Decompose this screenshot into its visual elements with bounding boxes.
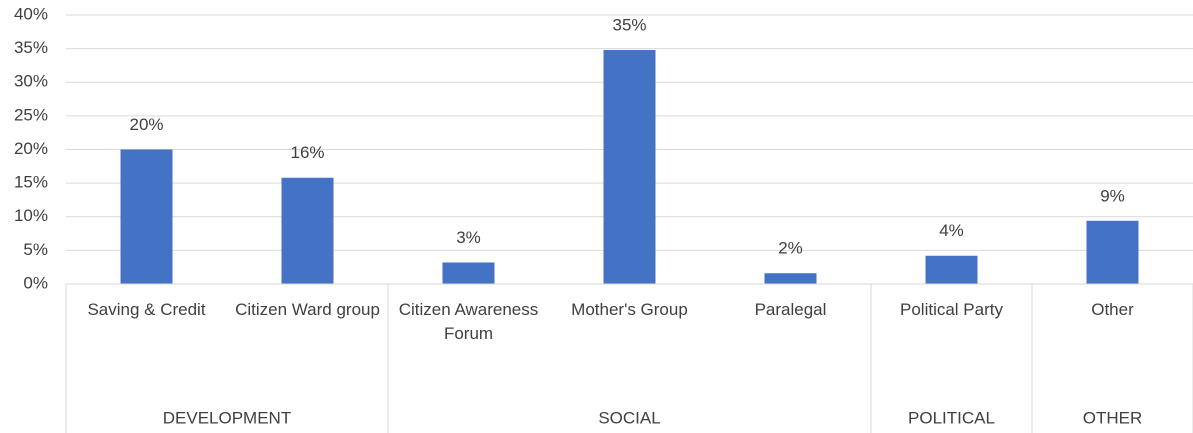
x-tick-label: Citizen Ward group — [235, 300, 380, 319]
data-label: 35% — [612, 15, 646, 34]
y-tick-label: 20% — [14, 139, 48, 158]
data-label: 2% — [778, 239, 803, 258]
x-tick-label: Paralegal — [754, 300, 827, 319]
y-tick-label: 0% — [23, 273, 48, 292]
y-tick-label: 10% — [14, 206, 48, 225]
x-tick-label: Mother's Group — [571, 300, 688, 319]
x-tick-label: Citizen Awareness Forum — [398, 300, 539, 343]
bar — [925, 255, 978, 284]
bar — [442, 262, 495, 284]
data-label: 4% — [939, 221, 964, 240]
x-tick-label: Political Party — [900, 300, 1003, 319]
data-label: 3% — [456, 228, 481, 247]
group-label: OTHER — [1083, 408, 1143, 427]
bar — [281, 177, 334, 284]
data-label: 20% — [129, 115, 163, 134]
group-label: DEVELOPMENT — [163, 408, 291, 427]
data-label: 9% — [1100, 186, 1125, 205]
y-tick-label: 25% — [14, 105, 48, 124]
x-tick-label: Other — [1091, 300, 1134, 319]
y-tick-label: 40% — [14, 4, 48, 23]
group-label: POLITICAL — [908, 408, 995, 427]
y-tick-label: 35% — [14, 38, 48, 57]
group-label: SOCIAL — [598, 408, 660, 427]
y-tick-label: 15% — [14, 173, 48, 192]
y-tick-label: 30% — [14, 72, 48, 91]
x-tick-label: Saving & Credit — [87, 300, 206, 319]
data-label: 16% — [290, 143, 324, 162]
bar — [1086, 220, 1139, 284]
bar — [120, 149, 173, 284]
y-tick-label: 5% — [23, 240, 48, 259]
bar — [603, 49, 656, 284]
bar — [764, 273, 817, 284]
